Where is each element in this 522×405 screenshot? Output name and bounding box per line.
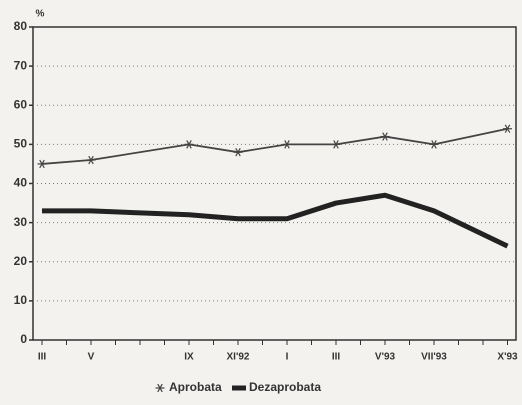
marker [380, 132, 390, 141]
marker [37, 159, 47, 169]
y-tick-label: 30 [14, 215, 28, 229]
series-line [42, 192, 509, 249]
marker [155, 383, 165, 393]
y-tick-label: 80 [14, 19, 28, 33]
x-tick-label: III [332, 352, 341, 363]
marker-stroke [39, 159, 45, 169]
legend-label: Dezaprobata [249, 380, 321, 394]
x-tick-label: V [88, 352, 95, 363]
x-tick-label: IX [184, 352, 194, 363]
x-tick-label: X'93 [497, 352, 518, 363]
legend-label: Aprobata [169, 380, 222, 394]
marker-stroke [157, 383, 163, 393]
marker [233, 148, 243, 157]
marker-stroke [284, 140, 290, 149]
y-axis-label: % [36, 9, 45, 20]
marker-stroke [504, 124, 511, 133]
y-tick-label: 50 [14, 137, 28, 151]
y-tick-label: 40 [14, 176, 28, 190]
marker-stroke [431, 140, 437, 149]
y-tick-label: 60 [14, 97, 28, 111]
y-tick-label: 20 [14, 254, 28, 268]
marker-stroke [382, 132, 388, 141]
series-line [41, 127, 508, 165]
marker [282, 140, 292, 149]
marker [86, 155, 96, 165]
marker-stroke [88, 155, 94, 165]
x-tick-label: I [286, 352, 289, 363]
x-tick-label: VII'93 [421, 352, 447, 363]
marker [503, 124, 512, 133]
marker [331, 140, 341, 149]
marker-stroke [186, 140, 192, 149]
marker [184, 140, 194, 149]
marker [429, 140, 439, 149]
x-tick-label: III [38, 352, 47, 363]
x-tick-label: XI'92 [227, 352, 250, 363]
marker-stroke [333, 140, 339, 149]
y-tick-label: 0 [20, 332, 27, 346]
y-tick-label: 70 [14, 58, 28, 72]
marker-stroke [235, 148, 241, 157]
x-tick-label: V'93 [375, 352, 396, 363]
y-tick-label: 10 [14, 293, 28, 307]
